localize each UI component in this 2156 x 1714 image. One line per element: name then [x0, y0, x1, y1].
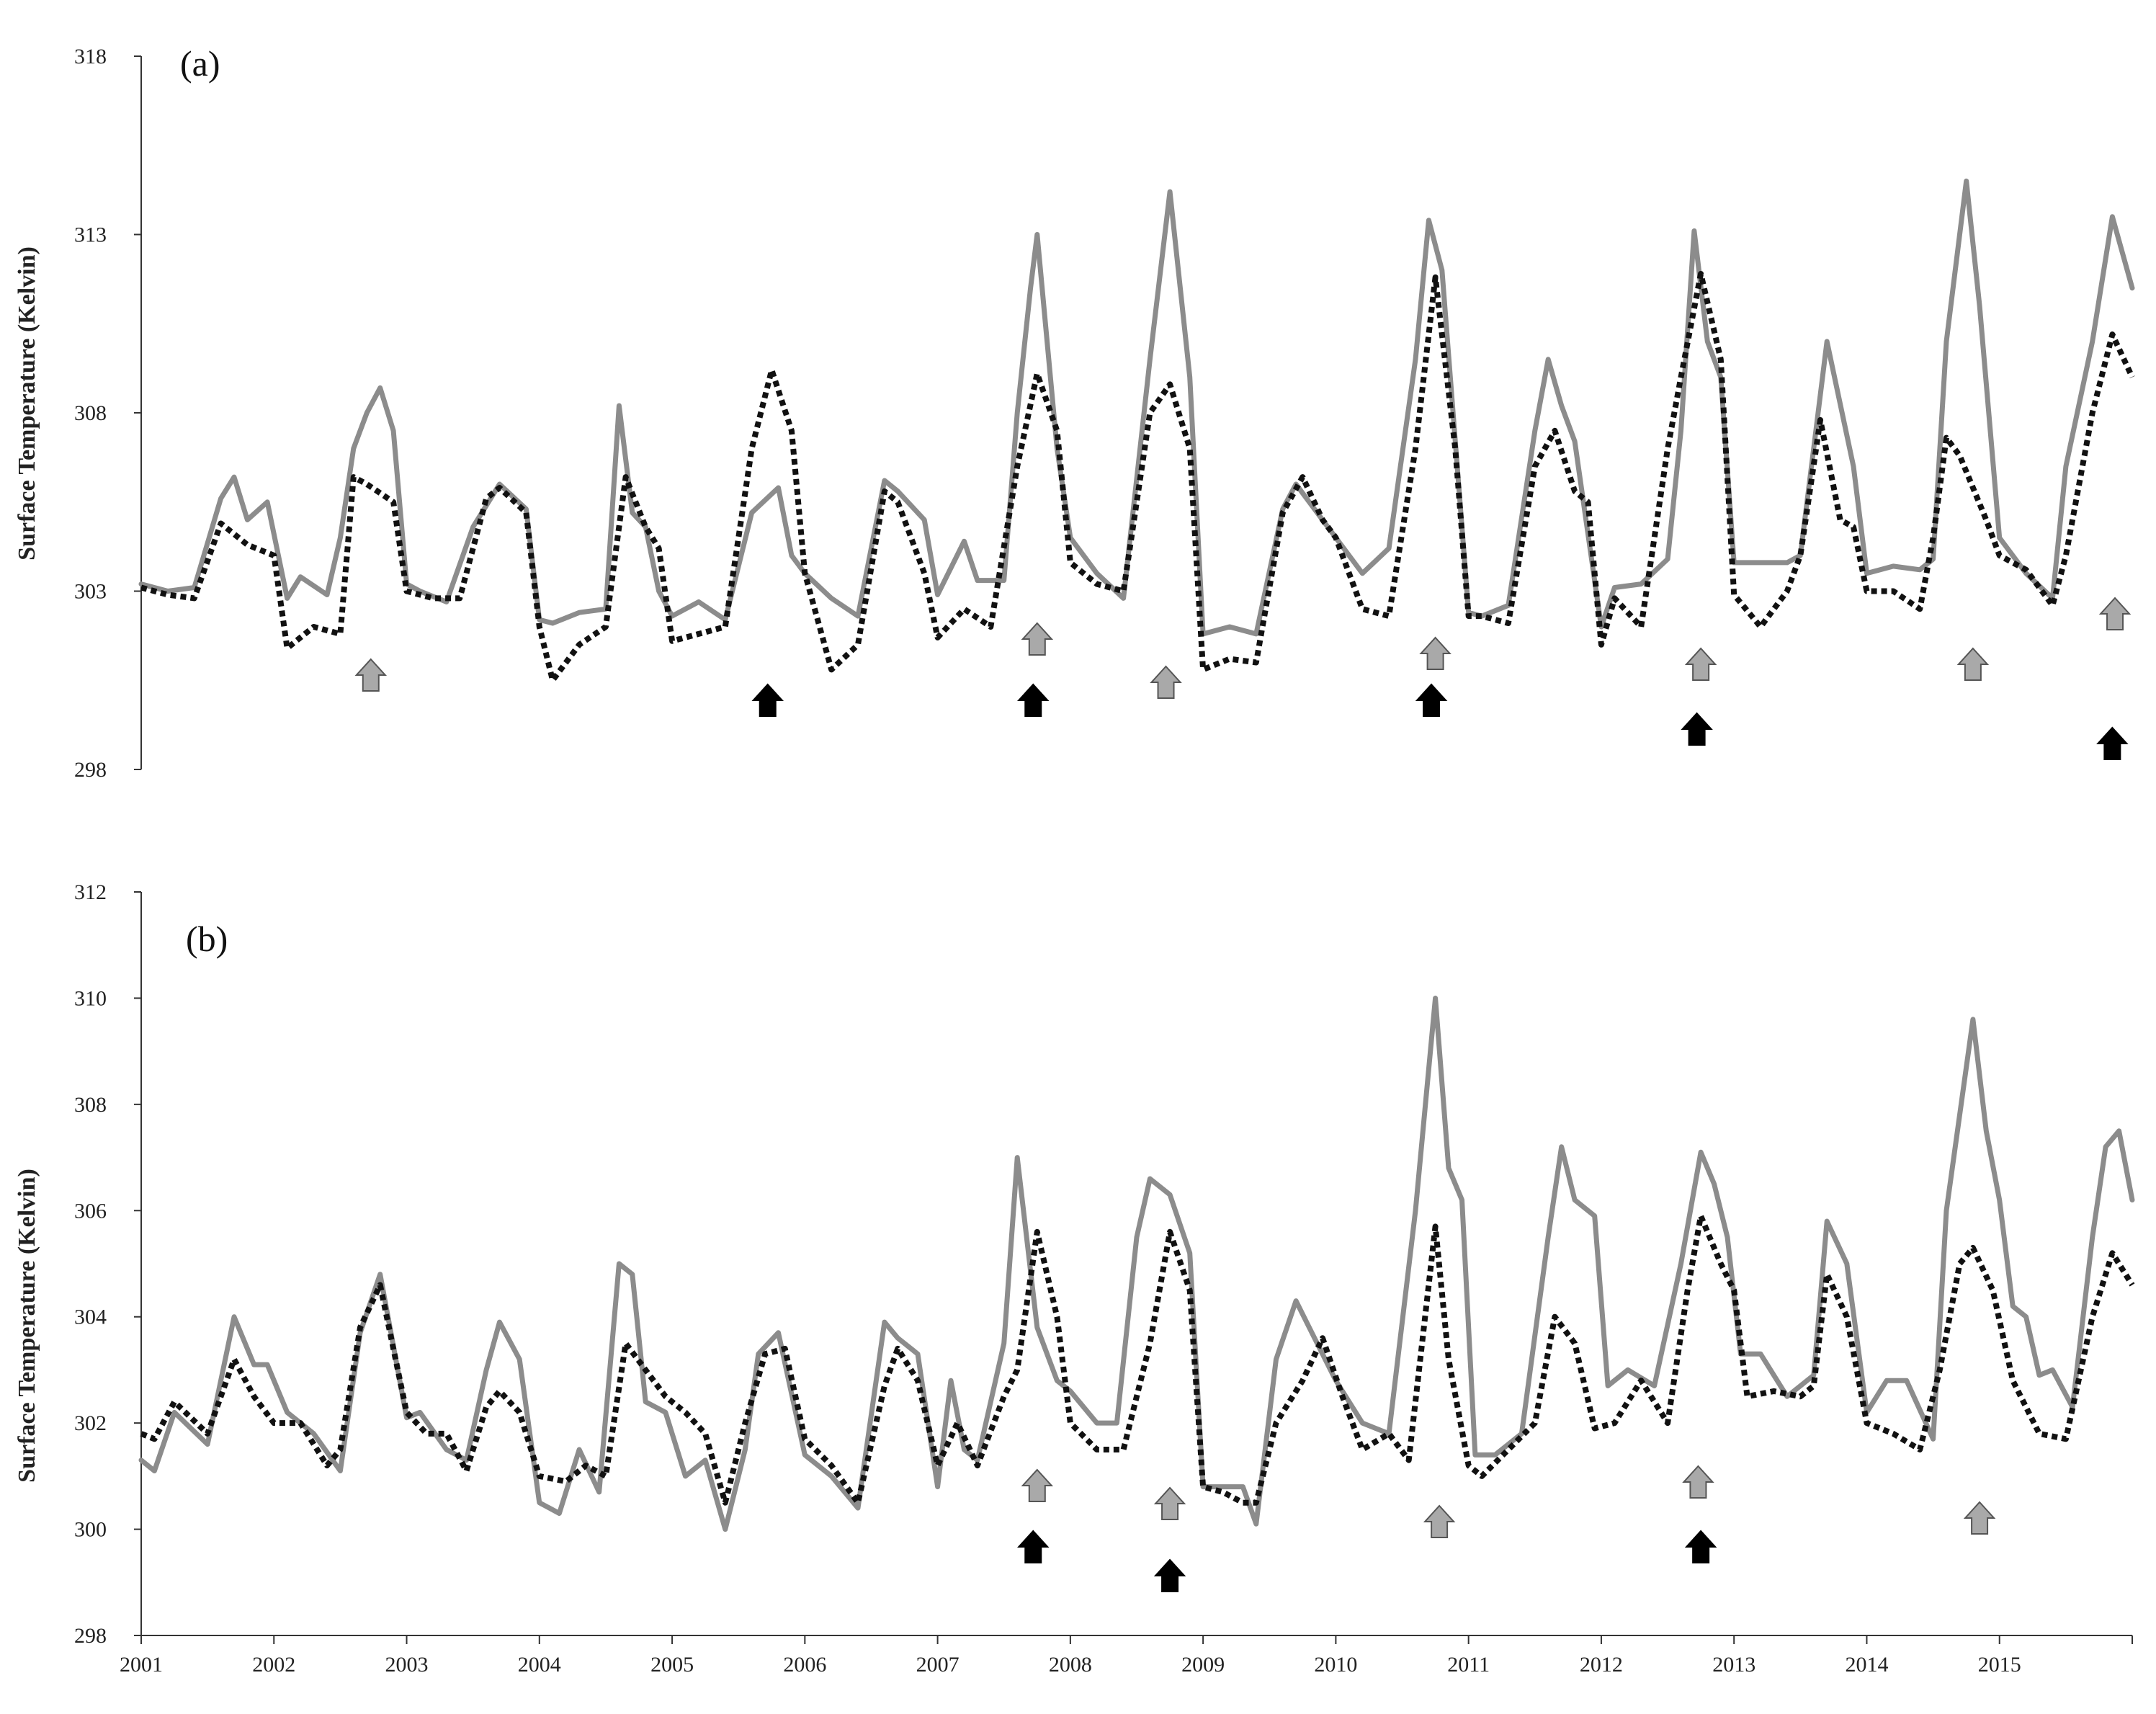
y-tick-label: 306 [74, 1199, 107, 1223]
panel-b-axes: 298 300 302 304 306 308 310 312 2001 2002 2003 2004… [74, 880, 2133, 1677]
panel-b-series [138, 995, 2135, 1532]
x-tick-label: 2002 [252, 1653, 295, 1677]
y-tick-label: 302 [74, 1411, 107, 1435]
panel-b-label: (b) [186, 919, 228, 959]
y-tick-label: 308 [74, 401, 107, 425]
gray-arrow-icon [1423, 1504, 1456, 1538]
series-line-solid [138, 995, 2135, 1532]
black-arrow-icon [1415, 683, 1448, 717]
gray-arrow-icon [1150, 665, 1182, 699]
gray-arrow-icon [1021, 622, 1054, 656]
panel-a-series [138, 178, 2135, 684]
series-line-dotted [140, 271, 2135, 684]
series-line-solid [138, 178, 2135, 637]
y-tick-label: 318 [74, 45, 107, 68]
gray-arrow-icon [1956, 647, 1990, 681]
y-tick-label: 300 [74, 1518, 107, 1542]
x-tick-label: 2004 [518, 1653, 561, 1677]
x-tick-label: 2001 [120, 1653, 163, 1677]
y-tick-label: 310 [74, 986, 107, 1010]
y-tick-label: 313 [74, 223, 107, 247]
y-tick-label: 298 [74, 1624, 107, 1648]
y-tick-label: 308 [74, 1093, 107, 1117]
gray-arrow-icon [1684, 647, 1717, 681]
panel-a-y-axis-title: Surface Temperature (Kelvin) [14, 246, 40, 561]
panel-a-label: (a) [180, 43, 220, 84]
panel-a-arrows [354, 597, 2132, 760]
gray-arrow-icon [354, 658, 388, 692]
black-arrow-icon [2096, 726, 2129, 760]
series-line-dotted [140, 1213, 2135, 1506]
black-arrow-icon [1017, 683, 1050, 717]
y-tick-label: 312 [74, 880, 107, 904]
x-tick-label: 2010 [1314, 1653, 1357, 1677]
black-arrow-icon [1684, 1530, 1717, 1563]
x-tick-label: 2007 [916, 1653, 960, 1677]
gray-arrow-icon [1419, 636, 1452, 670]
gray-arrow-icon [2098, 597, 2132, 630]
black-arrow-icon [1681, 712, 1713, 746]
panel-b-y-axis-title: Surface Temperature (Kelvin) [14, 1169, 40, 1483]
y-tick-label: 304 [74, 1305, 107, 1329]
black-arrow-icon [1017, 1530, 1050, 1563]
x-tick-label: 2011 [1447, 1653, 1490, 1677]
black-arrow-icon [1153, 1558, 1186, 1592]
x-tick-label: 2006 [783, 1653, 826, 1677]
x-tick-label: 2009 [1181, 1653, 1225, 1677]
panel-b-arrows [1017, 1465, 1996, 1592]
x-tick-label: 2015 [1978, 1653, 2021, 1677]
gray-arrow-icon [1963, 1501, 1996, 1535]
x-tick-label: 2014 [1845, 1653, 1888, 1677]
black-arrow-icon [751, 683, 784, 717]
x-tick-label: 2013 [1712, 1653, 1755, 1677]
x-tick-label: 2012 [1580, 1653, 1623, 1677]
gray-arrow-icon [1682, 1465, 1714, 1499]
x-tick-label: 2008 [1049, 1653, 1092, 1677]
panel-a-axes: 298 303 308 313 318 [74, 45, 142, 782]
gray-arrow-icon [1021, 1468, 1054, 1502]
y-tick-label: 303 [74, 580, 107, 604]
x-tick-label: 2005 [650, 1653, 694, 1677]
panel-b: (b) Surface Temperature (Kelvin) 298 300 3… [14, 880, 2135, 1677]
x-tick-label: 2003 [385, 1653, 429, 1677]
gray-arrow-icon [1153, 1486, 1186, 1520]
y-tick-label: 298 [74, 758, 107, 782]
panel-a: (a) Surface Temperature (Kelvin) 298 303 3… [14, 43, 2135, 782]
